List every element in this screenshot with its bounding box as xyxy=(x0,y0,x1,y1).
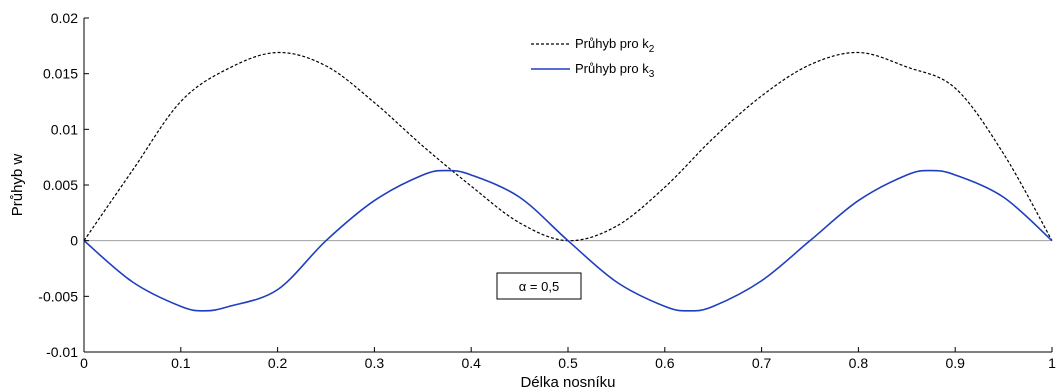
y-axis-ticks: -0.01 -0.005 0 0.005 0.01 0.015 0.02 xyxy=(38,10,89,360)
y-tick-label: 0.01 xyxy=(51,121,78,137)
legend-label-k3: Průhyb pro k3 xyxy=(575,61,655,80)
series-group xyxy=(83,51,1053,312)
x-tick-label: 0.3 xyxy=(365,355,385,371)
y-tick-label: 0 xyxy=(70,233,78,249)
x-tick-label: 0.8 xyxy=(849,355,869,371)
series-line-k3 xyxy=(83,169,1053,312)
legend: Průhyb pro k2 Průhyb pro k3 xyxy=(531,36,655,80)
x-tick-label: 0.1 xyxy=(171,355,191,371)
legend-label-k3-sub: 3 xyxy=(649,69,655,80)
x-tick-label: 0.5 xyxy=(558,355,578,371)
alpha-annotation: α = 0,5 xyxy=(496,272,582,300)
x-axis-label: Délka nosníku xyxy=(520,374,615,391)
x-tick-label: 0.9 xyxy=(945,355,965,371)
legend-label-k3-main: Průhyb pro k xyxy=(575,61,649,76)
y-tick-label: -0.005 xyxy=(38,288,78,304)
series-line-k2 xyxy=(83,51,1053,242)
annotation-box xyxy=(496,272,582,300)
y-axis-label: Průhyb w xyxy=(9,154,26,217)
y-tick-label: 0.02 xyxy=(51,10,78,26)
y-tick-label: -0.01 xyxy=(46,344,78,360)
y-tick-label: 0.005 xyxy=(43,177,78,193)
x-axis-ticks: 0 0.1 0.2 0.3 0.4 0.5 0.6 0.7 0.8 0.9 1 xyxy=(80,347,1056,371)
y-tick-label: 0.015 xyxy=(43,66,78,82)
x-tick-label: 0 xyxy=(80,355,88,371)
legend-label-k2: Průhyb pro k2 xyxy=(575,36,655,55)
axes xyxy=(83,18,1052,353)
legend-label-k2-main: Průhyb pro k xyxy=(575,36,649,51)
x-tick-label: 0.7 xyxy=(752,355,772,371)
x-tick-label: 0.2 xyxy=(268,355,288,371)
x-tick-label: 0.4 xyxy=(461,355,481,371)
legend-label-k2-sub: 2 xyxy=(649,44,655,55)
x-tick-label: 1 xyxy=(1048,355,1056,371)
annotation-text: α = 0,5 xyxy=(519,279,559,294)
x-tick-label: 0.6 xyxy=(655,355,675,371)
